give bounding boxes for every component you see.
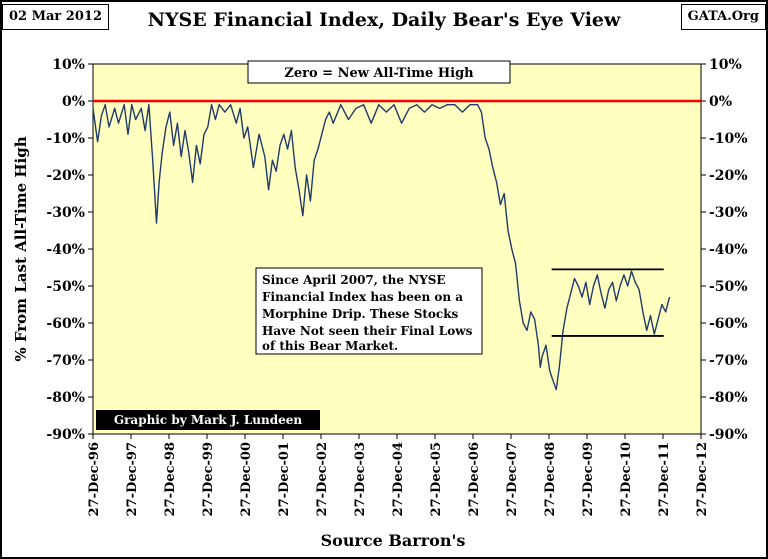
y-tick-label: -60% <box>709 316 748 332</box>
x-tick-label: 27-Dec-98 <box>163 442 178 516</box>
x-tick-label: 27-Dec-06 <box>467 442 482 516</box>
y-tick-label: -20% <box>46 168 85 184</box>
x-tick-label: 27-Dec-11 <box>657 442 672 516</box>
x-tick-label: 27-Dec-97 <box>125 442 140 516</box>
series-line <box>92 104 671 391</box>
x-tick-label: 27-Dec-10 <box>619 442 634 516</box>
y-tick-label: -10% <box>709 131 748 147</box>
y-tick-label: 10% <box>709 57 742 73</box>
plot-area <box>92 63 702 435</box>
x-tick-label: 27-Dec-07 <box>505 442 520 516</box>
y-tick-label: -80% <box>709 390 748 406</box>
x-tick-label: 27-Dec-08 <box>543 442 558 516</box>
x-tick-label: 27-Dec-96 <box>87 442 102 516</box>
credit-box: Graphic by Mark J. Lundeen <box>96 410 320 430</box>
x-tick-label: 27-Dec-99 <box>201 442 216 516</box>
x-tick-label: 27-Dec-12 <box>695 442 710 516</box>
y-tick-label: -70% <box>709 353 748 369</box>
y-tick-label: -20% <box>709 168 748 184</box>
note-line: Financial Index has been on a <box>262 290 463 304</box>
x-tick-label: 27-Dec-00 <box>239 442 254 516</box>
y-tick-label: -30% <box>46 205 85 221</box>
x-axis: 27-Dec-96 27-Dec-97 27-Dec-98 27-Dec-99 27-D… <box>87 434 710 516</box>
y-tick-label: -90% <box>46 427 85 443</box>
y-axis-right: 10% 0% -10% -20% -30% -40% -50% -60% -70% -80% -90… <box>701 57 748 443</box>
y-tick-label: 10% <box>52 57 85 73</box>
x-tick-label: 27-Dec-04 <box>391 442 406 516</box>
x-axis-label: Source Barron's <box>321 531 466 550</box>
x-tick-label: 27-Dec-09 <box>581 442 596 516</box>
y-tick-label: 0% <box>62 94 85 110</box>
y-tick-label: -40% <box>46 242 85 258</box>
y-tick-label: -80% <box>46 390 85 406</box>
x-tick-label: 27-Dec-05 <box>429 442 444 516</box>
date-label: 02 Mar 2012 <box>2 4 109 30</box>
y-tick-label: 0% <box>709 94 732 110</box>
y-tick-label: -50% <box>46 279 85 295</box>
y-tick-label: -90% <box>709 427 748 443</box>
credit-text: Graphic by Mark J. Lundeen <box>114 413 303 427</box>
y-tick-label: -10% <box>46 131 85 147</box>
note-line: of this Bear Market. <box>262 339 398 353</box>
y-tick-label: -40% <box>709 242 748 258</box>
top-annotation-text: Zero = New All-Time High <box>284 66 474 81</box>
y-tick-label: -60% <box>46 316 85 332</box>
x-tick-label: 27-Dec-03 <box>353 442 368 516</box>
y-tick-label: -50% <box>709 279 748 295</box>
x-tick-label: 27-Dec-01 <box>277 442 292 516</box>
note-box: Since April 2007, the NYSE Financial Ind… <box>255 267 483 355</box>
y-tick-label: -30% <box>709 205 748 221</box>
note-line: Have Not seen their Final Lows <box>262 324 473 338</box>
top-annotation-box: Zero = New All-Time High <box>247 60 511 84</box>
y-tick-label: -70% <box>46 353 85 369</box>
chart-title: NYSE Financial Index, Daily Bear's Eye V… <box>147 9 621 31</box>
y-axis-left: 10% 0% -10% -20% -30% -40% -50% -60% -70% -80% -90… <box>46 57 93 443</box>
note-line: Morphine Drip. These Stocks <box>262 307 459 321</box>
note-line: Since April 2007, the NYSE <box>262 273 446 287</box>
x-tick-label: 27-Dec-02 <box>315 442 330 516</box>
y-axis-label: % From Last All-Time High <box>12 136 30 361</box>
brand-label: GATA.Org <box>680 4 766 30</box>
